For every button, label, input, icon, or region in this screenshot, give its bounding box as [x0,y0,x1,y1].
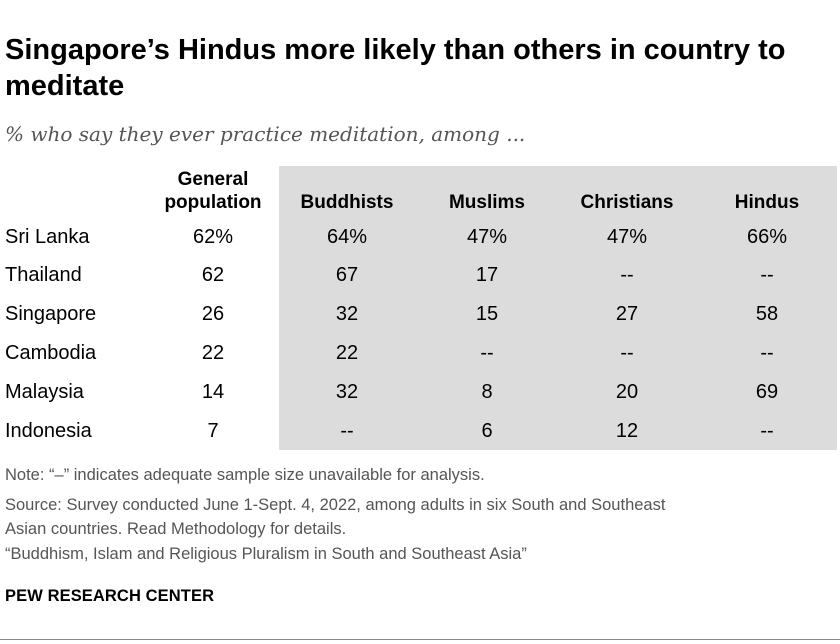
cell-singapore-muslims: 15 [475,303,499,325]
religious-groups-shading [279,166,837,450]
row-label-sri-lanka: Sri Lanka [5,226,90,248]
cell-cambodia-buddhists: 22 [335,342,359,364]
cell-malaysia-christians: 20 [615,381,639,403]
cell-malaysia-general-population: 14 [201,381,225,403]
cell-indonesia-christians: 12 [615,420,639,442]
column-header-christians: Christians [580,192,674,213]
column-header-hindus: Hindus [734,192,800,213]
pew-research-center-logo: PEW RESEARCH CENTER [5,587,215,605]
cell-indonesia-buddhists: -- [340,420,354,442]
cell-sri-lanka-hindus: 66% [746,226,788,248]
row-label-malaysia: Malaysia [5,381,84,403]
cell-malaysia-hindus: 69 [755,381,779,403]
bottom-divider [0,639,840,640]
row-label-singapore: Singapore [5,303,97,325]
chart-title: Singapore’s Hindus more likely than othe… [5,34,786,102]
cell-singapore-christians: 27 [615,303,639,325]
cell-indonesia-general-population: 7 [207,420,219,442]
column-header-muslims: Muslims [448,192,526,213]
cell-malaysia-buddhists: 32 [335,381,359,403]
cell-sri-lanka-muslims: 47% [466,226,508,248]
cell-sri-lanka-christians: 47% [606,226,648,248]
cell-thailand-hindus: -- [760,264,774,286]
cell-sri-lanka-buddhists: 64% [326,226,368,248]
column-header-general-population-line-1: General [177,169,249,190]
note-text: Note: “–” indicates adequate sample size… [5,466,485,484]
column-header-general-population-line-2: population [164,192,262,213]
row-label-indonesia: Indonesia [5,420,92,442]
chart-subtitle: % who say they ever practice meditation,… [5,122,526,146]
cell-cambodia-christians: -- [620,342,634,364]
column-header-buddhists: Buddhists [300,192,394,213]
cell-indonesia-muslims: 6 [481,420,493,442]
cell-cambodia-hindus: -- [760,342,774,364]
report-title: “Buddhism, Islam and Religious Pluralism… [5,545,527,563]
row-label-thailand: Thailand [5,264,82,286]
source-text-line-2: Asian countries. Read Methodology for de… [5,520,347,538]
cell-cambodia-muslims: -- [480,342,494,364]
cell-sri-lanka-general-population: 62% [192,226,234,248]
cell-singapore-buddhists: 32 [335,303,359,325]
cell-thailand-buddhists: 67 [335,264,359,286]
cell-cambodia-general-population: 22 [201,342,225,364]
cell-thailand-muslims: 17 [475,264,499,286]
cell-malaysia-muslims: 8 [481,381,493,403]
cell-thailand-christians: -- [620,264,634,286]
source-text-line-1: Source: Survey conducted June 1-Sept. 4,… [5,496,666,514]
row-label-cambodia: Cambodia [5,342,97,364]
cell-indonesia-hindus: -- [760,420,774,442]
cell-thailand-general-population: 62 [201,264,225,286]
cell-singapore-hindus: 58 [755,303,779,325]
cell-singapore-general-population: 26 [201,303,225,325]
